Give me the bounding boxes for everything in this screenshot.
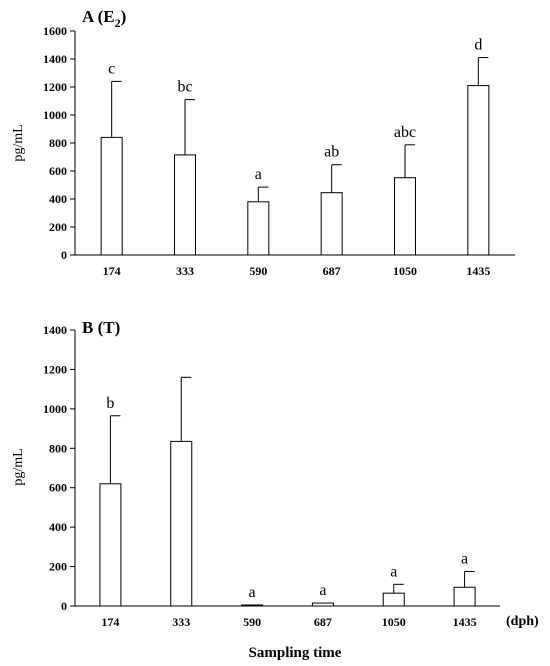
y-tick-label-a: 200 [49,220,67,234]
y-axis-label-a: pg/mL [11,124,26,161]
y-tick-label-a: 400 [49,192,67,206]
x-tick-label-a: 687 [323,264,341,278]
chart-panel-b: B (T) pg/mL 0 200 400 600 800 1000 1200 1400 b 17… [11,318,539,661]
bar-a [467,85,490,256]
x-unit-label-b: (dph) [506,614,539,629]
y-tick-label-b: 1200 [43,362,67,376]
bar-b [311,602,334,607]
significance-label-a: bc [177,79,192,96]
x-tick-label-b: 174 [101,615,119,629]
x-tick-label-b: 1435 [453,615,477,629]
y-tick-label-b: 400 [49,520,67,534]
significance-label-a: abc [394,124,416,141]
significance-label-a: c [108,60,115,77]
bar-a [174,154,196,256]
bar-a [247,201,270,256]
bar-a [394,177,416,256]
significance-label-b: a [319,582,326,599]
y-tick-label-b: 1000 [43,402,67,416]
significance-label-a: a [255,166,262,183]
x-tick-label-b: 687 [314,615,332,629]
bar-a [320,192,343,256]
y-tick-label-b: 800 [49,441,67,455]
chart-title-b: B (T) [82,318,120,337]
x-tick-label-a: 1050 [393,264,417,278]
y-tick-label-a: 600 [49,164,67,178]
bar-b [241,604,264,607]
chart-plot-a: 0 200 400 600 800 1000 1200 1400 1600 c 174 bc 333 a 5… [43,24,515,278]
x-tick-label-b: 1050 [382,615,406,629]
bar-b [453,586,476,607]
significance-label-b: a [390,563,397,580]
bar-b [99,483,122,607]
chart-title-a: A (E2) [82,7,126,30]
significance-label-a: ab [324,144,339,161]
chart-title-a-close: ) [121,7,127,26]
y-tick-label-a: 1200 [43,80,67,94]
chart-panel-a: A (E2) pg/mL 0 200 400 600 800 1000 1200 1400 16… [11,7,515,278]
y-axis-label-b: pg/mL [11,448,26,485]
chart-title-a-subscript: 2 [115,16,121,30]
x-axis-title-b: Sampling time [249,645,342,661]
y-tick-label-b: 600 [49,481,67,495]
y-tick-label-a: 1400 [43,52,67,66]
x-tick-label-a: 333 [176,264,194,278]
significance-label-b: b [106,395,114,412]
x-tick-label-b: 333 [172,615,190,629]
significance-label-b: a [461,551,468,568]
bar-b [382,592,405,607]
x-tick-label-b: 590 [243,615,261,629]
y-tick-label-a: 1000 [43,108,67,122]
y-tick-label-a: 0 [61,248,67,262]
y-tick-label-b: 0 [61,599,67,613]
y-tick-label-b: 1400 [43,323,67,337]
x-tick-label-a: 174 [103,264,121,278]
y-tick-label-a: 800 [49,136,67,150]
bar-a [100,136,123,256]
x-tick-label-a: 1435 [466,264,490,278]
y-tick-label-b: 200 [49,560,67,574]
chart-title-a-main: A (E [82,7,115,26]
significance-label-a: d [474,37,482,54]
bar-b [170,440,193,607]
significance-label-b: a [249,584,256,601]
y-tick-label-a: 1600 [43,24,67,38]
chart-plot-b: 0 200 400 600 800 1000 1200 1400 b 174 333 a 590 a 687… [43,323,500,629]
x-tick-label-a: 590 [249,264,267,278]
